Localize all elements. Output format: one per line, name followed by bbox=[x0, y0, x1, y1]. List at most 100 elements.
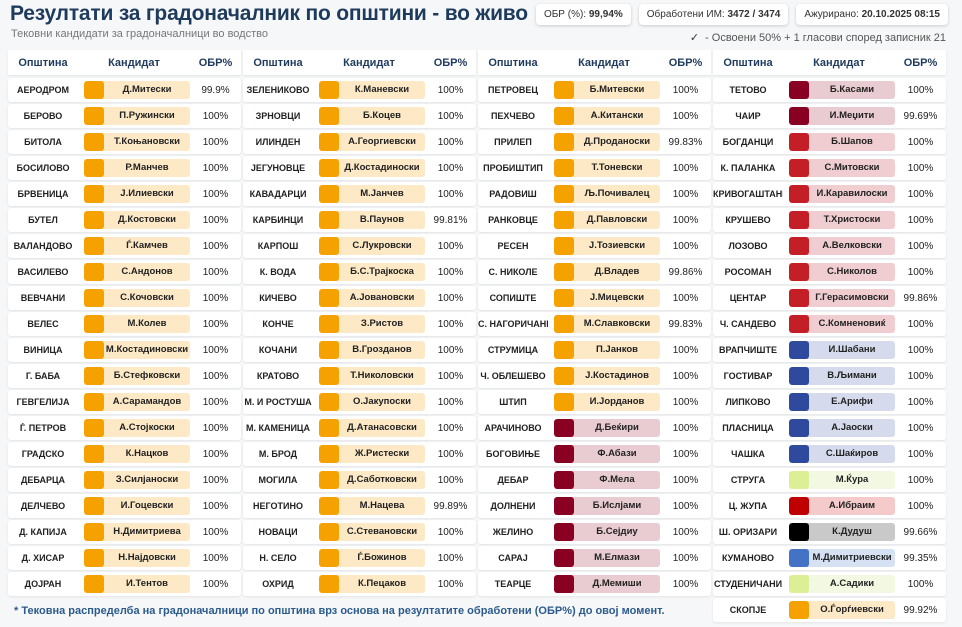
candidate-cell: Б.С.Трајкоска bbox=[319, 263, 425, 281]
party-color-swatch bbox=[554, 549, 574, 567]
processed-pct: 99.9% bbox=[201, 84, 230, 96]
party-color-swatch bbox=[84, 575, 104, 593]
town-name: АЕРОДРОМ bbox=[16, 85, 70, 95]
candidate-name: Т.Коњановски bbox=[114, 136, 180, 147]
header-candidate: Кандидат bbox=[813, 56, 865, 69]
candidate-name: З.Ристов bbox=[360, 318, 404, 329]
table-row: БЕРОВО П.Ружински 100% bbox=[8, 104, 241, 128]
town-name: ДОЈРАН bbox=[24, 579, 62, 589]
updated-label: Ажурирано: bbox=[804, 9, 859, 20]
candidate-cell: С.Андонов bbox=[84, 263, 190, 281]
candidate-name: Ѓ.Божинов bbox=[357, 552, 407, 563]
header-pct: ОБР% bbox=[198, 56, 233, 69]
updated-stat: Ажурирано: 20.10.2025 08:15 bbox=[796, 4, 948, 25]
processed-pct: 100% bbox=[907, 136, 934, 148]
candidate-cell: В.Грозданов bbox=[319, 341, 425, 359]
processed-pct: 100% bbox=[907, 344, 934, 356]
party-color-swatch bbox=[84, 393, 104, 411]
town-name: БЕРОВО bbox=[23, 111, 63, 121]
party-color-swatch bbox=[789, 81, 809, 99]
table-row: БОГДАНЦИ Б.Шапов 100% bbox=[713, 130, 946, 154]
town-name: СОПИШТЕ bbox=[489, 293, 537, 303]
party-color-swatch bbox=[789, 367, 809, 385]
candidate-cell: И.Гоцевски bbox=[84, 497, 190, 515]
candidate-cell: К.Дудуш bbox=[789, 523, 895, 541]
processed-pct: 100% bbox=[202, 448, 229, 460]
town-name: КРАТОВО bbox=[256, 371, 300, 381]
processed-pct: 100% bbox=[202, 214, 229, 226]
table-row: ЦЕНТАР Г.Герасимовски 99.86% bbox=[713, 286, 946, 310]
candidate-name: О.Јакупоски bbox=[353, 396, 411, 407]
candidate-name: И.Меџити bbox=[829, 110, 875, 121]
town-name: ЖЕЛИНО bbox=[492, 527, 534, 537]
table-row: КРУШЕВО Т.Христоски 100% bbox=[713, 208, 946, 232]
town-name: Ц. ЖУПА bbox=[728, 501, 768, 511]
town-name: ДЕЛЧЕВО bbox=[20, 501, 66, 511]
candidate-name: М.Колев bbox=[127, 318, 167, 329]
candidate-name: Б.Касами bbox=[829, 84, 875, 95]
table-row: Ѓ. ПЕТРОВ А.Стојкоски 100% bbox=[8, 416, 241, 440]
town-name: НЕГОТИНО bbox=[253, 501, 303, 511]
processed-pct: 100% bbox=[907, 214, 934, 226]
town-name: РЕСЕН bbox=[497, 241, 529, 251]
town-name: ВИНИЦА bbox=[23, 345, 63, 355]
candidate-name: М.Ќура bbox=[835, 474, 869, 485]
table-row: НЕГОТИНО М.Нацева 99.89% bbox=[243, 494, 476, 518]
processed-pct: 100% bbox=[202, 188, 229, 200]
party-color-swatch bbox=[319, 185, 339, 203]
table-row: ШТИП И.Јорданов 100% bbox=[478, 390, 711, 414]
party-color-swatch bbox=[84, 185, 104, 203]
candidate-name: А.Садики bbox=[829, 578, 875, 589]
party-color-swatch bbox=[84, 237, 104, 255]
table-row: Н. СЕЛО Ѓ.Божинов 100% bbox=[243, 546, 476, 570]
processed-pct: 100% bbox=[907, 162, 934, 174]
town-name: Н. СЕЛО bbox=[259, 553, 297, 563]
town-name: ШТИП bbox=[499, 397, 527, 407]
party-color-swatch bbox=[84, 341, 104, 359]
town-name: ПЕХЧЕВО bbox=[490, 111, 536, 121]
party-color-swatch bbox=[319, 81, 339, 99]
party-color-swatch bbox=[319, 419, 339, 437]
processed-pct: 100% bbox=[907, 448, 934, 460]
town-name: БОСИЛОВО bbox=[16, 163, 70, 173]
candidate-name: К.Дудуш bbox=[832, 526, 872, 537]
candidate-name: Д.Проданоски bbox=[583, 136, 651, 147]
party-color-swatch bbox=[554, 237, 574, 255]
table-row: ОХРИД К.Пецаков 100% bbox=[243, 572, 476, 596]
party-color-swatch bbox=[319, 315, 339, 333]
candidate-cell: Љ.Почивалец bbox=[554, 185, 660, 203]
processed-pct: 100% bbox=[907, 396, 934, 408]
table-row: СОПИШТЕ Ј.Мицевски 100% bbox=[478, 286, 711, 310]
town-name: ЗЕЛЕНИКОВО bbox=[246, 85, 310, 95]
processed-pct: 100% bbox=[907, 500, 934, 512]
candidate-name: А.Китански bbox=[590, 110, 644, 121]
candidate-name: Ј.Илиевски bbox=[120, 188, 174, 199]
processed-pct: 100% bbox=[202, 240, 229, 252]
candidate-name: М.Елмази bbox=[594, 552, 640, 563]
processed-pct: 100% bbox=[437, 292, 464, 304]
table-row: ГОСТИВАР В.Љимани 100% bbox=[713, 364, 946, 388]
party-color-swatch bbox=[554, 211, 574, 229]
table-row: НОВАЦИ С.Стевановски 100% bbox=[243, 520, 476, 544]
table-row: СТУДЕНИЧАНИ А.Садики 100% bbox=[713, 572, 946, 596]
results-group: Општина Кандидат ОБР% ТЕТОВО Б.Касами 10… bbox=[713, 50, 946, 624]
candidate-cell: С.Стевановски bbox=[319, 523, 425, 541]
processed-pct: 100% bbox=[202, 136, 229, 148]
processed-pct: 100% bbox=[437, 474, 464, 486]
town-name: ДЕБАРЦА bbox=[20, 475, 66, 485]
table-row: ВЕЛЕС М.Колев 100% bbox=[8, 312, 241, 336]
table-row: АЕРОДРОМ Д.Митески 99.9% bbox=[8, 78, 241, 102]
town-name: К. ВОДА bbox=[259, 267, 297, 277]
town-name: ВАСИЛЕВО bbox=[17, 267, 69, 277]
candidate-name: П.Ружински bbox=[119, 110, 175, 121]
party-color-swatch bbox=[789, 445, 809, 463]
town-name: ПЛАСНИЦА bbox=[722, 423, 774, 433]
town-name: ГРАДСКО bbox=[21, 449, 65, 459]
candidate-cell: М.Елмази bbox=[554, 549, 660, 567]
party-color-swatch bbox=[789, 549, 809, 567]
town-name: М. КАМЕНИЦА bbox=[245, 423, 311, 433]
processed-pct: 100% bbox=[907, 370, 934, 382]
candidate-name: А.Јовановски bbox=[349, 292, 415, 303]
processed-pct: 100% bbox=[907, 474, 934, 486]
processed-pct: 100% bbox=[672, 292, 699, 304]
